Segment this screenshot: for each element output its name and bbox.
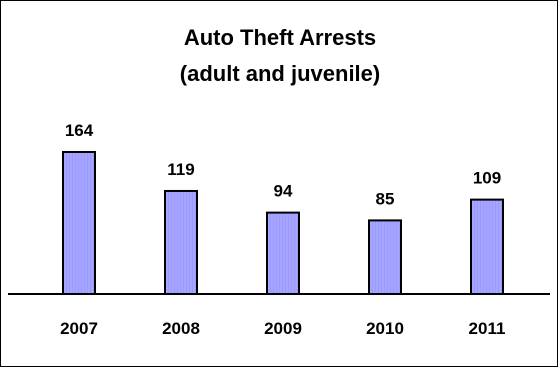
data-label-2008: 119 (167, 160, 194, 179)
chart-title: Auto Theft Arrests (184, 25, 376, 50)
x-tick-labels: 2007 2008 2009 2010 2011 (60, 319, 505, 338)
bar-2009 (266, 211, 300, 295)
x-tick-label-2009: 2009 (264, 319, 302, 338)
data-label-2010: 85 (376, 189, 395, 208)
x-tick-label-2008: 2008 (162, 319, 200, 338)
bars-group: 164 119 94 85 109 (62, 121, 504, 295)
bar-2007 (62, 151, 96, 295)
x-tick-label-2010: 2010 (366, 319, 404, 338)
data-label-2009: 94 (274, 182, 293, 201)
bar-2011 (470, 198, 504, 295)
data-label-2011: 109 (473, 169, 501, 188)
bar-2010 (368, 219, 402, 295)
x-tick-label-2007: 2007 (60, 319, 98, 338)
chart-subtitle: (adult and juvenile) (180, 61, 380, 86)
bar-2008 (164, 189, 198, 295)
x-tick-label-2011: 2011 (469, 319, 506, 338)
data-label-2007: 164 (65, 121, 94, 140)
